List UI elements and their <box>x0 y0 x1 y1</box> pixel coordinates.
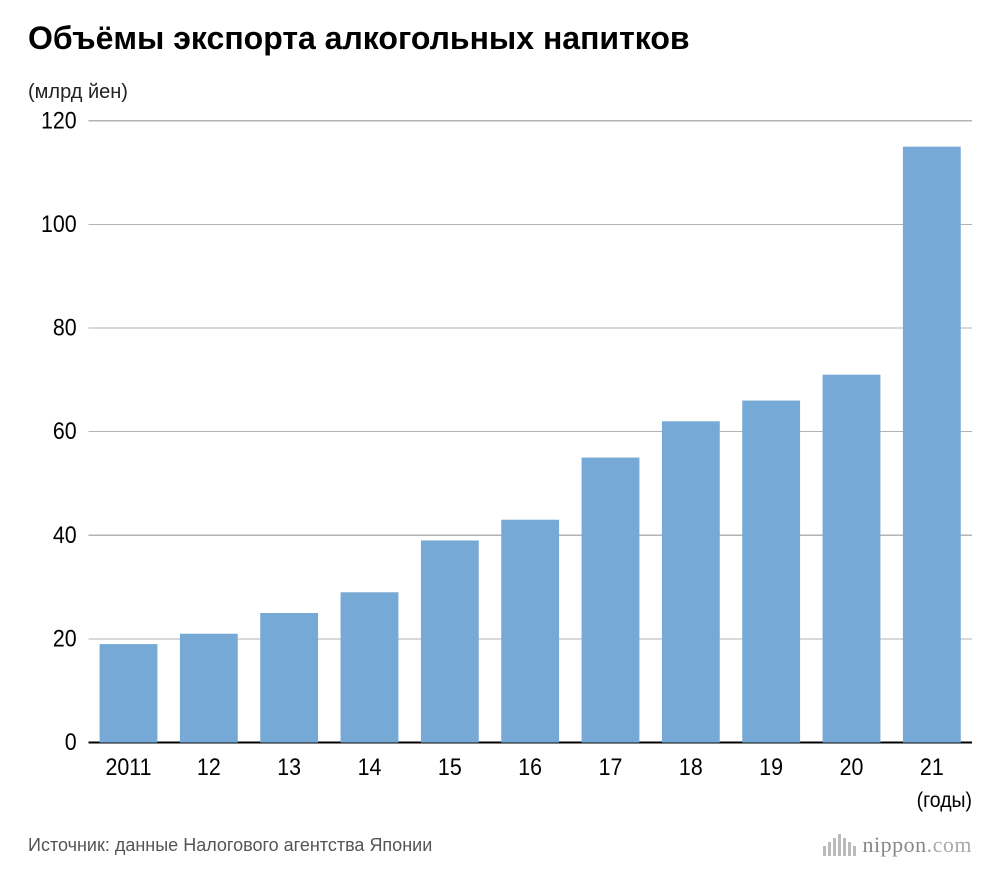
x-tick-label: 15 <box>438 754 462 780</box>
x-tick-label: 20 <box>840 754 864 780</box>
x-tick-label: 16 <box>518 754 542 780</box>
x-tick-label: 19 <box>759 754 783 780</box>
x-tick-label: 17 <box>599 754 623 780</box>
y-tick-label: 0 <box>65 729 77 755</box>
brand-domain: .com <box>927 832 972 857</box>
x-tick-label: 12 <box>197 754 221 780</box>
x-tick-label: 18 <box>679 754 703 780</box>
chart-plot-area: 0 20 40 60 80 100 120 2011 12 13 14 15 16 17 18 19 20 21 (… <box>28 110 972 820</box>
brand-bars-icon <box>823 834 856 856</box>
bar <box>823 375 881 743</box>
source-attribution: Источник: данные Налогового агентства Яп… <box>28 835 432 856</box>
bar <box>501 520 559 743</box>
bar <box>662 421 720 742</box>
chart-footer: Источник: данные Налогового агентства Яп… <box>28 828 972 862</box>
brand-logo: nippon.com <box>823 832 972 858</box>
y-tick-label: 100 <box>41 211 77 237</box>
y-tick-label: 80 <box>53 315 77 341</box>
brand-name: nippon <box>862 832 926 857</box>
y-tick-label: 60 <box>53 418 77 444</box>
bar <box>180 634 238 743</box>
chart-title: Объёмы экспорта алкогольных напитков <box>28 20 972 57</box>
x-tick-label: 2011 <box>106 754 152 780</box>
y-axis-unit-label: (млрд йен) <box>28 81 972 104</box>
y-tick-label: 40 <box>53 522 77 548</box>
bar <box>100 644 158 742</box>
bar <box>260 613 318 743</box>
bar <box>582 458 640 743</box>
x-axis-suffix: (годы) <box>917 788 972 812</box>
bar <box>421 540 479 742</box>
bar <box>341 592 399 742</box>
bar <box>903 147 961 743</box>
bar <box>742 401 800 743</box>
chart-container: Объёмы экспорта алкогольных напитков (мл… <box>0 0 1000 880</box>
brand-text: nippon.com <box>862 832 972 858</box>
y-tick-label: 120 <box>41 110 77 134</box>
x-tick-label: 21 <box>920 754 944 780</box>
bar-chart-svg: 0 20 40 60 80 100 120 2011 12 13 14 15 16 17 18 19 20 21 (… <box>28 110 972 820</box>
y-tick-label: 20 <box>53 625 77 651</box>
x-tick-label: 14 <box>358 754 382 780</box>
x-tick-label: 13 <box>277 754 301 780</box>
